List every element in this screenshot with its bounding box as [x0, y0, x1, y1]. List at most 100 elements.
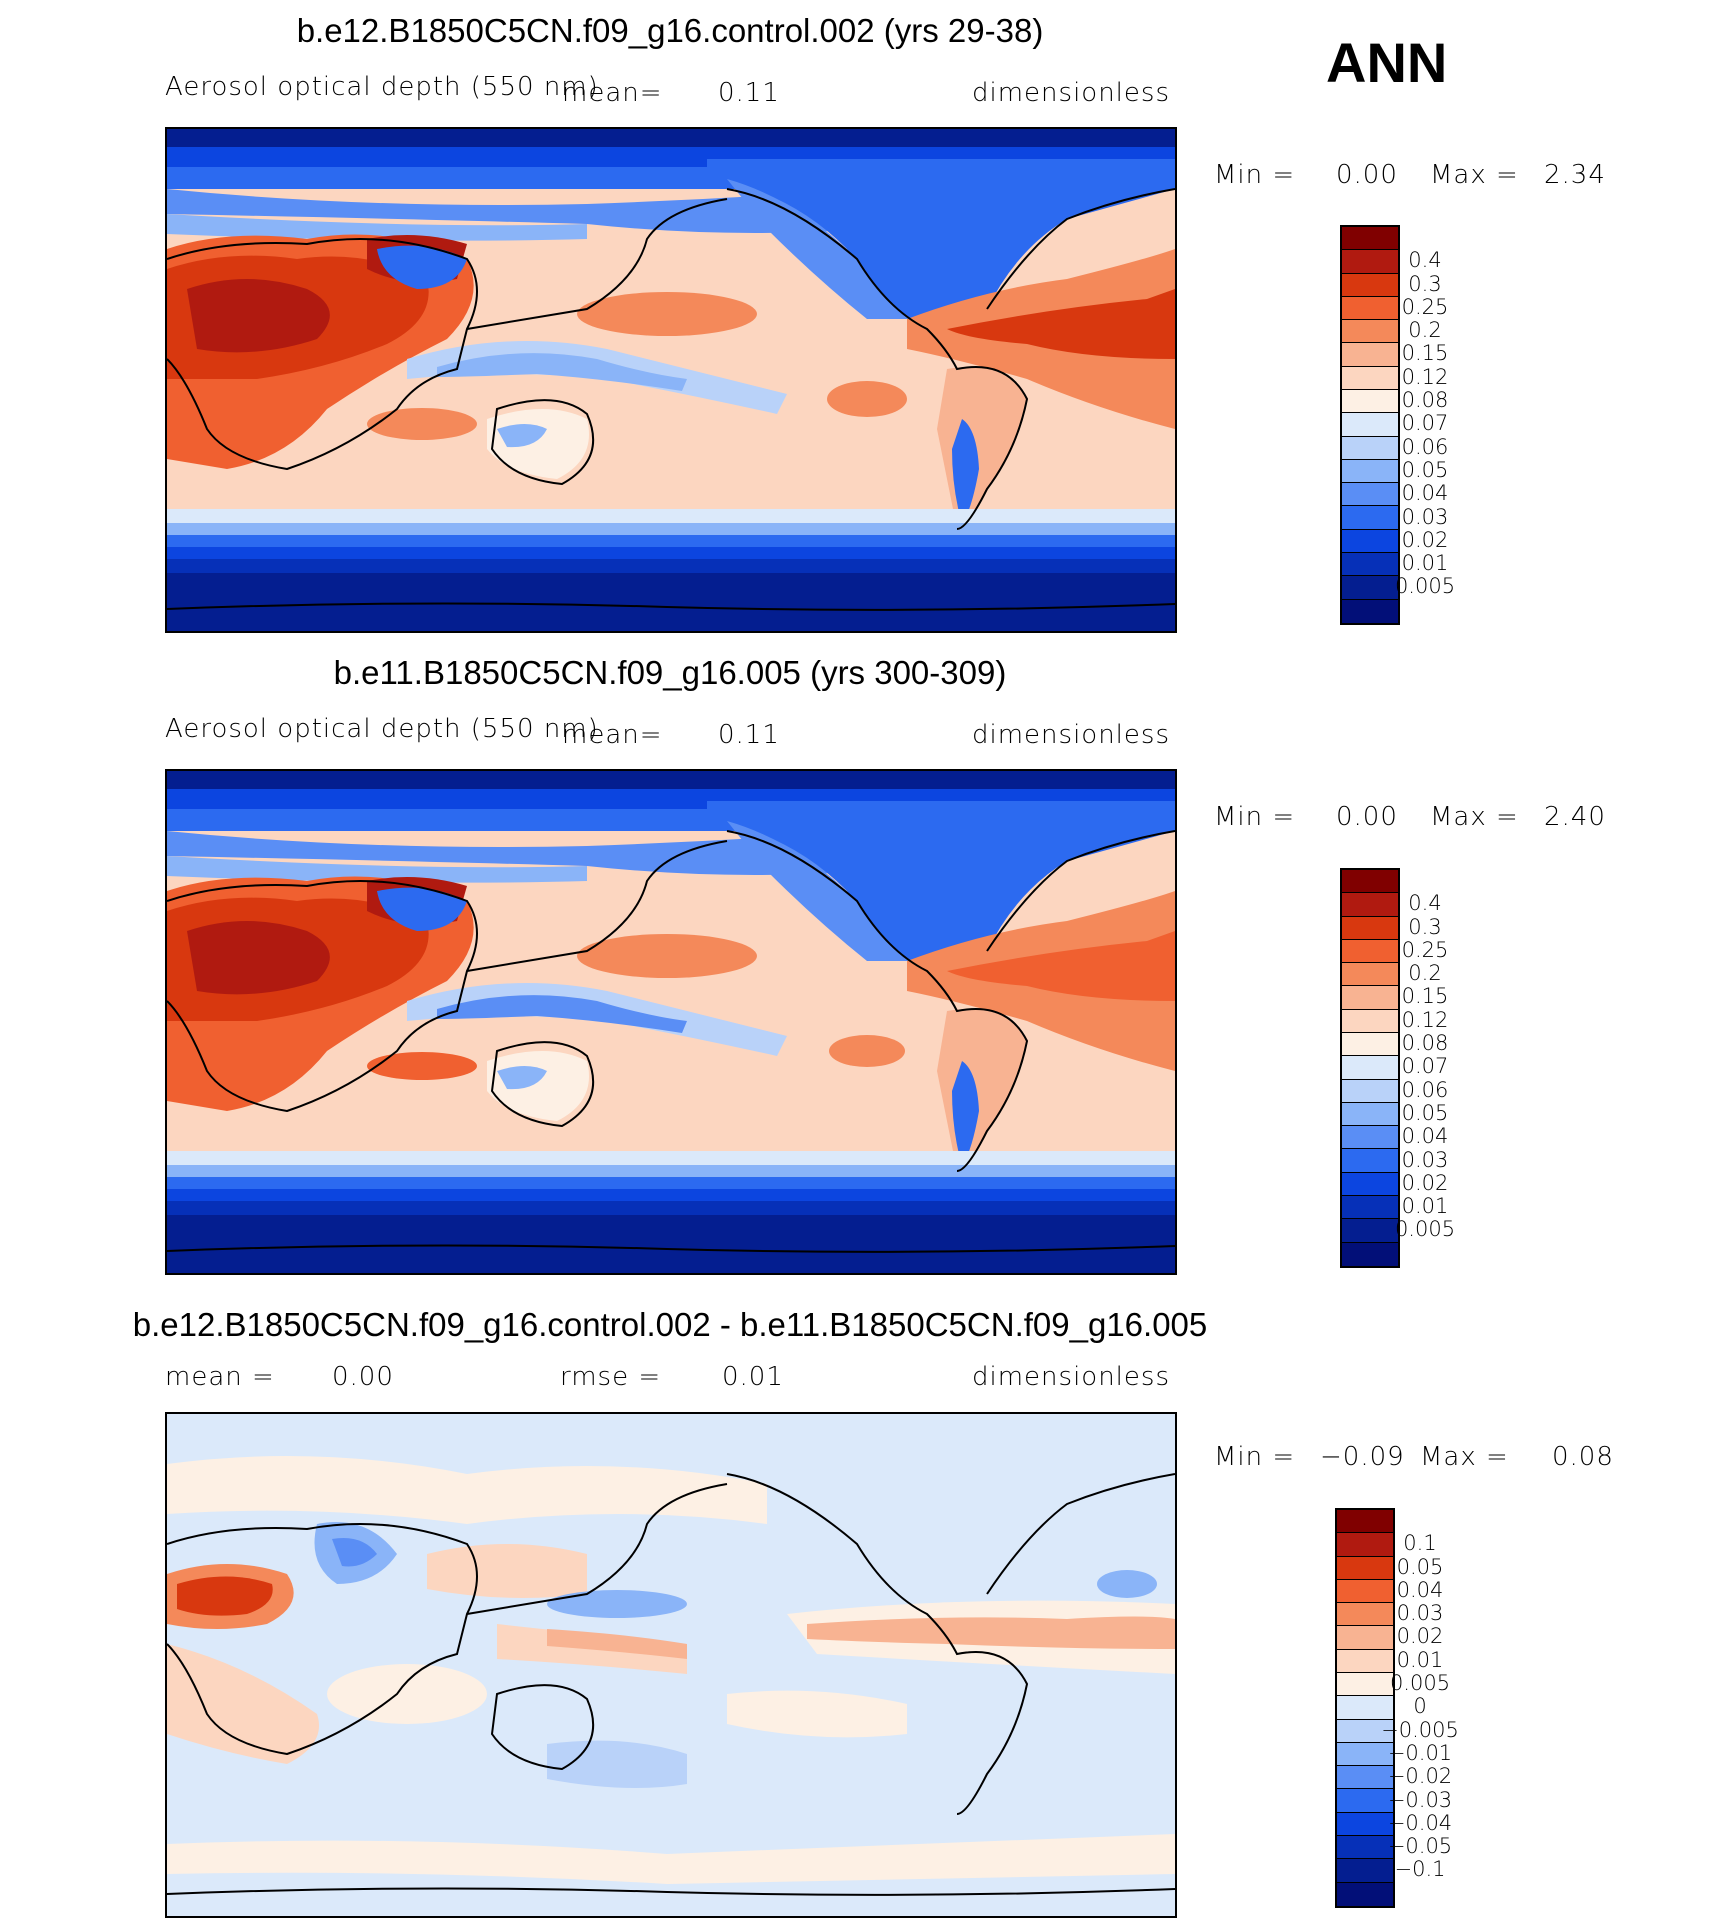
panel-2-map — [165, 769, 1177, 1275]
colorbar-tick-label: 0.04 — [1396, 1577, 1444, 1602]
panel-3-mean-label: mean = — [165, 1362, 275, 1392]
panel-3-rmse-value: 0.01 — [722, 1362, 784, 1392]
colorbar-swatch — [1342, 916, 1398, 940]
colorbar-swatch — [1337, 1626, 1393, 1650]
colorbar-tick-label: 0.005 — [1389, 1671, 1451, 1696]
colorbar-swatch — [1342, 529, 1398, 553]
colorbar-swatch — [1342, 413, 1398, 437]
colorbar-tick-label: 0.12 — [1401, 1007, 1449, 1032]
panel-1-mean-value: 0.11 — [718, 78, 780, 108]
panel-3-map-svg — [167, 1414, 1175, 1916]
colorbar-swatch — [1342, 1032, 1398, 1057]
colorbar-swatch — [1337, 1859, 1393, 1883]
panel-2-title: b.e11.B1850C5CN.f09_g16.005 (yrs 300-309… — [333, 654, 1007, 691]
colorbar-tick-label: 0.01 — [1401, 551, 1449, 576]
colorbar-swatch — [1337, 1812, 1393, 1836]
colorbar-swatch — [1337, 1649, 1393, 1673]
colorbar-tick-label: 0.04 — [1401, 1124, 1449, 1149]
panel-2-min-label: Min = — [1214, 802, 1296, 832]
panel-1-mean-label: mean= — [562, 78, 663, 108]
colorbar-swatch — [1342, 599, 1398, 623]
colorbar-swatch — [1342, 1219, 1398, 1243]
panel-3-map — [165, 1412, 1177, 1918]
colorbar-swatch — [1342, 296, 1398, 321]
colorbar-swatch — [1342, 1079, 1398, 1103]
colorbar-tick-label: 0.03 — [1396, 1601, 1444, 1626]
colorbar-swatch — [1337, 1672, 1393, 1697]
colorbar-tick-label: 0.01 — [1401, 1194, 1449, 1219]
colorbar-swatch — [1337, 1603, 1393, 1627]
colorbar-swatch — [1337, 1533, 1393, 1557]
colorbar-swatch — [1337, 1835, 1393, 1860]
panel-2-map-svg — [167, 771, 1175, 1273]
panel-1-max-label: Max = — [1430, 160, 1519, 190]
colorbar-tick-label: 0.25 — [1401, 294, 1449, 319]
colorbar-swatch — [1337, 1789, 1393, 1813]
colorbar-tick-label: 0.3 — [1408, 914, 1442, 939]
colorbar-tick-label: 0.2 — [1408, 961, 1442, 986]
colorbar-swatch — [1342, 389, 1398, 414]
colorbar-swatch — [1342, 552, 1398, 577]
colorbar-tick-label: 0.05 — [1401, 457, 1449, 482]
season-label: ANN — [1326, 31, 1448, 94]
panel-1-min-value: 0.00 — [1336, 160, 1398, 190]
colorbar-swatch — [1337, 1719, 1393, 1743]
colorbar-swatch — [1337, 1579, 1393, 1604]
colorbar-tick-label: −0.1 — [1394, 1857, 1446, 1882]
panel-1-max-value: 2.34 — [1544, 160, 1606, 190]
panel-1-title: b.e12.B1850C5CN.f09_g16.control.002 (yrs… — [296, 12, 1044, 49]
colorbar-swatch — [1337, 1556, 1393, 1580]
colorbar-swatch — [1342, 227, 1398, 251]
panel-3-max-value: 0.08 — [1552, 1442, 1614, 1472]
colorbar-swatch — [1337, 1742, 1393, 1767]
panel-3-min-label: Min = — [1214, 1442, 1296, 1472]
colorbar-tick-label: −0.03 — [1387, 1787, 1453, 1812]
colorbar-tick-label: 0.05 — [1401, 1100, 1449, 1125]
colorbar-swatch — [1342, 893, 1398, 917]
colorbar-tick-label: 0.4 — [1408, 891, 1442, 916]
colorbar-swatch — [1342, 506, 1398, 530]
colorbar-swatch — [1337, 1510, 1393, 1534]
panel-3-title: b.e12.B1850C5CN.f09_g16.control.002 - b.… — [132, 1306, 1208, 1343]
colorbar-swatch — [1342, 939, 1398, 964]
colorbar-tick-label: 0.3 — [1408, 271, 1442, 296]
panel-2-units: dimensionless — [972, 720, 1170, 750]
colorbar-swatch — [1342, 1009, 1398, 1033]
colorbar-tick-label: 0.03 — [1401, 1147, 1449, 1172]
colorbar-swatch — [1342, 1195, 1398, 1220]
colorbar-swatch — [1342, 343, 1398, 367]
colorbar-swatch — [1342, 986, 1398, 1010]
colorbar-tick-label: −0.02 — [1387, 1764, 1453, 1789]
colorbar-swatch — [1342, 1126, 1398, 1150]
colorbar-tick-label: 0.005 — [1394, 574, 1456, 599]
colorbar-tick-label: 0.08 — [1401, 388, 1449, 413]
colorbar-tick-label: 0.02 — [1401, 1170, 1449, 1195]
colorbar-tick-label: 0.005 — [1394, 1217, 1456, 1242]
panel-1-map — [165, 127, 1177, 633]
panel-2-colorbar — [1340, 868, 1400, 1268]
colorbar-swatch — [1342, 963, 1398, 987]
colorbar-swatch — [1337, 1766, 1393, 1790]
colorbar-tick-label: −0.005 — [1381, 1717, 1459, 1742]
colorbar-swatch — [1337, 1882, 1393, 1906]
panel-3-min-value: −0.09 — [1320, 1442, 1405, 1472]
colorbar-tick-label: −0.04 — [1387, 1810, 1453, 1835]
colorbar-tick-label: 0.07 — [1401, 411, 1449, 436]
colorbar-swatch — [1342, 1056, 1398, 1080]
panel-2-max-value: 2.40 — [1544, 802, 1606, 832]
colorbar-tick-label: 0.15 — [1401, 984, 1449, 1009]
colorbar-tick-label: 0.02 — [1401, 527, 1449, 552]
colorbar-swatch — [1342, 870, 1398, 894]
colorbar-tick-label: 0.07 — [1401, 1054, 1449, 1079]
colorbar-tick-label: 0.06 — [1401, 1077, 1449, 1102]
colorbar-tick-label: −0.01 — [1387, 1740, 1453, 1765]
colorbar-tick-label: 0.03 — [1401, 504, 1449, 529]
colorbar-swatch — [1342, 273, 1398, 297]
panel-2-variable-label: Aerosol optical depth (550 nm) — [165, 714, 599, 744]
colorbar-tick-label: 0.1 — [1403, 1531, 1437, 1556]
colorbar-swatch — [1342, 483, 1398, 507]
colorbar-tick-label: 0.08 — [1401, 1031, 1449, 1056]
colorbar-swatch — [1337, 1696, 1393, 1720]
colorbar-swatch — [1342, 250, 1398, 274]
colorbar-swatch — [1342, 1149, 1398, 1173]
